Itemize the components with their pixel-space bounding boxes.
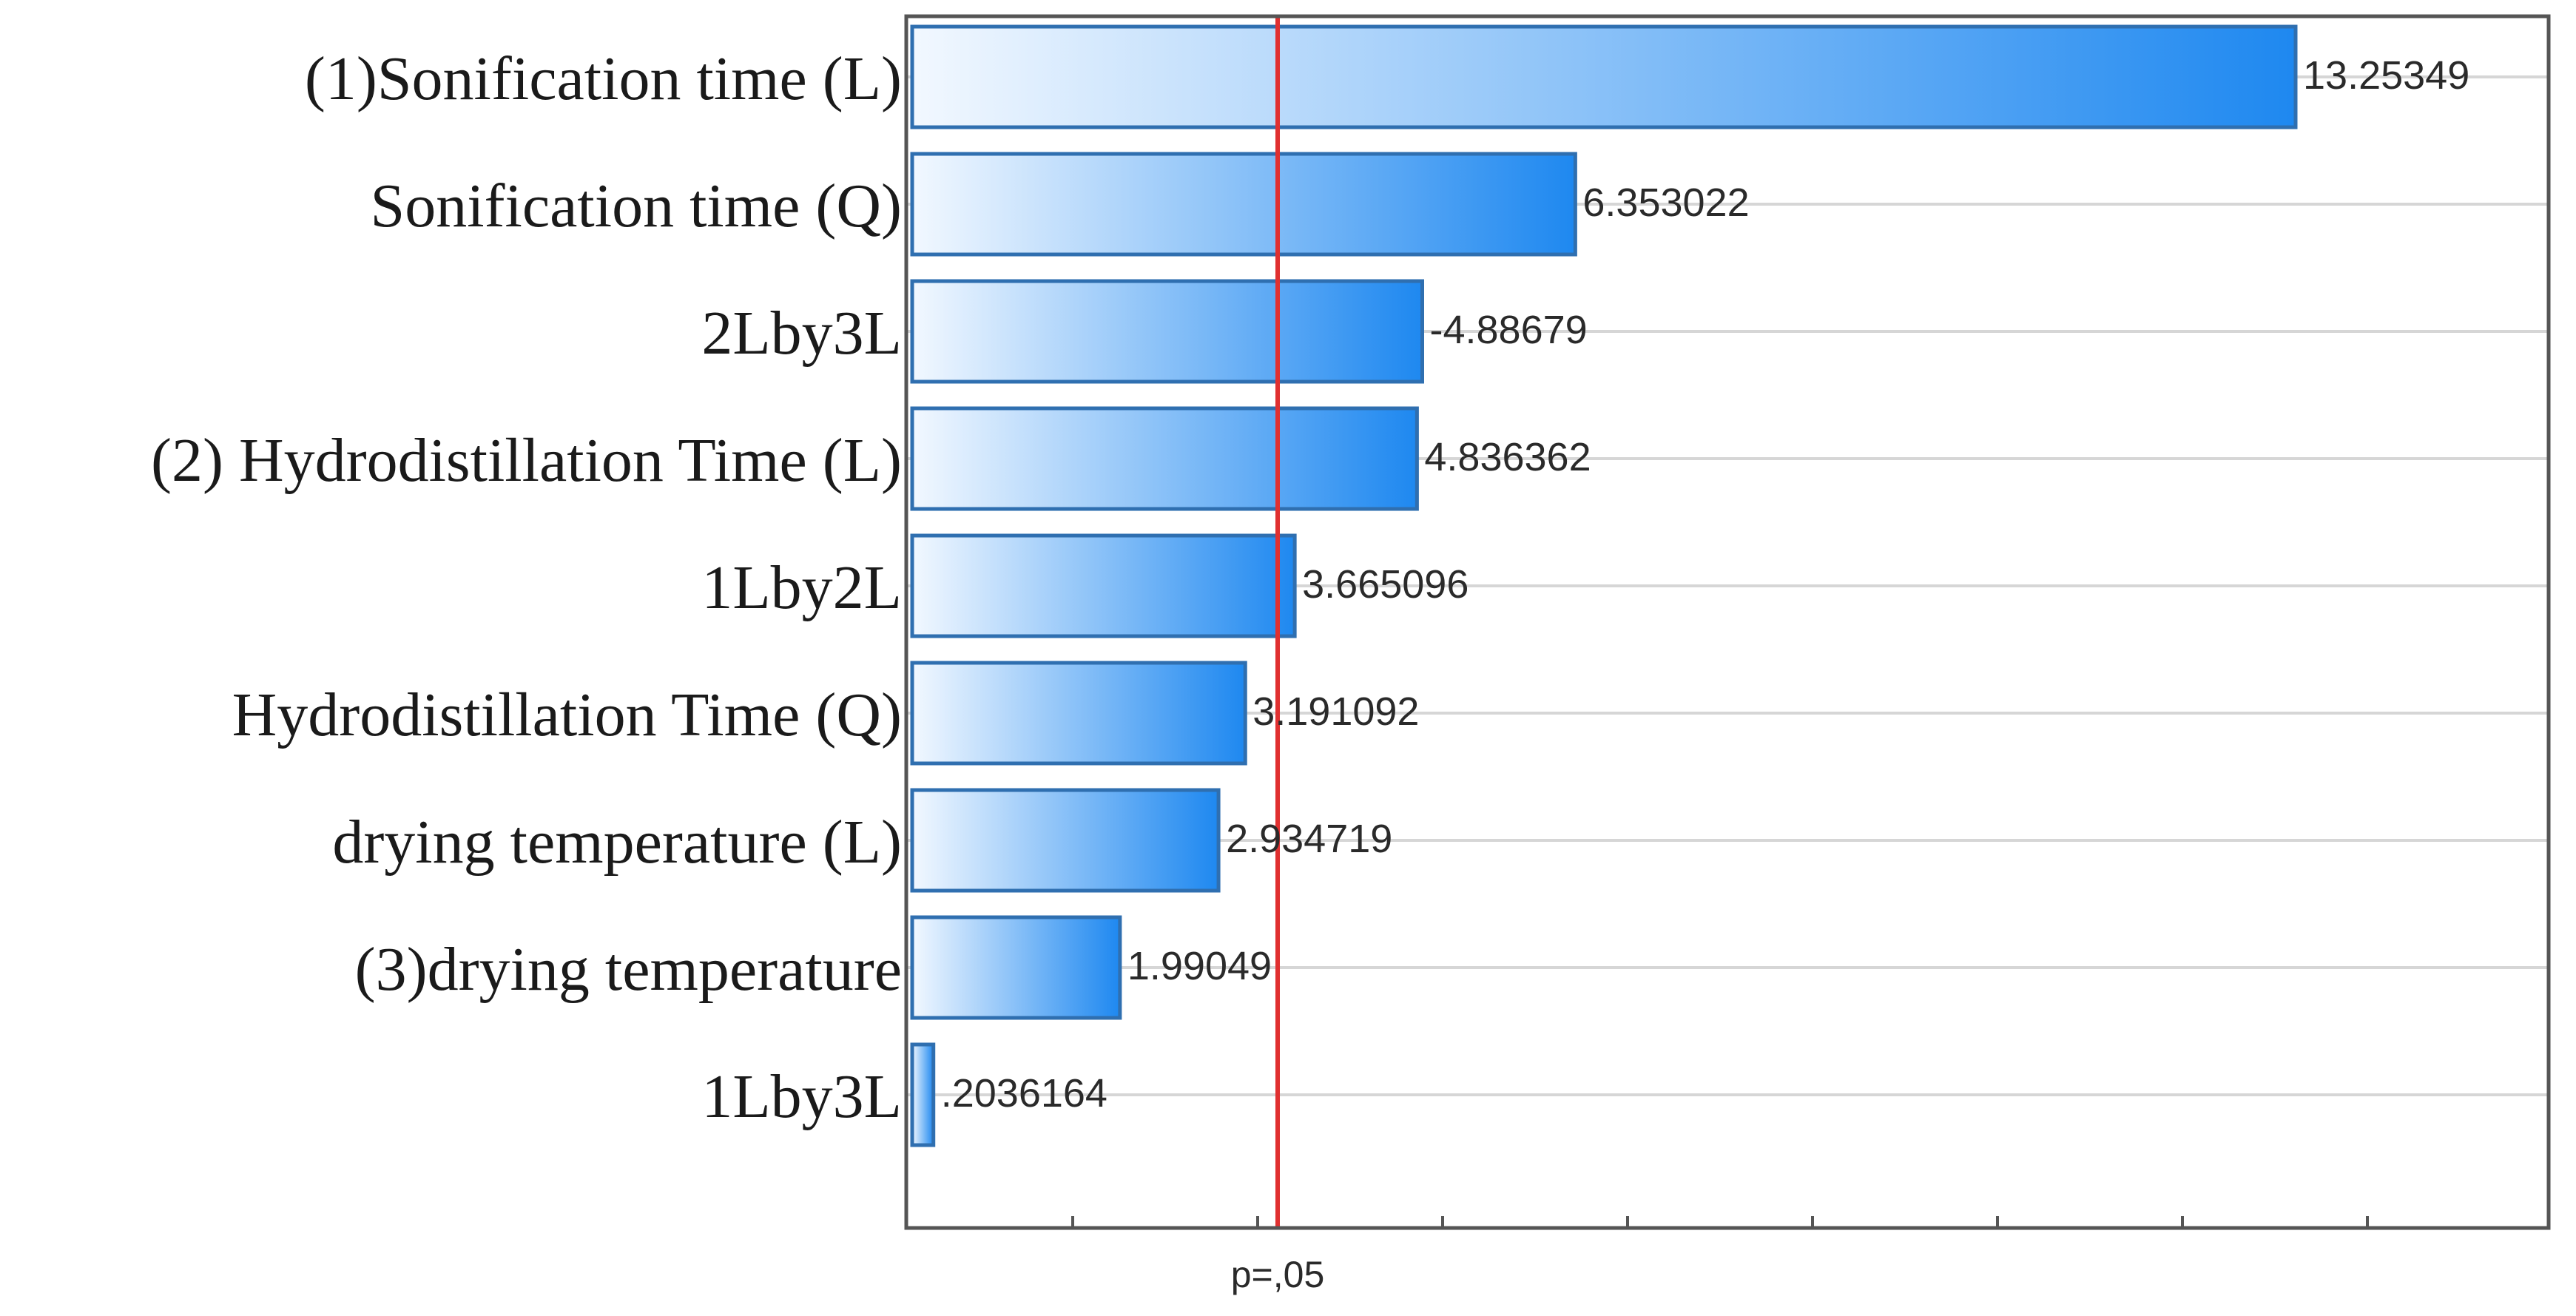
significance-label: p=,05 [1231, 1254, 1325, 1295]
bar [910, 661, 1247, 766]
bar [910, 152, 1577, 257]
labels: 13.25349 (1)Sonification time (L) 6.353022… [151, 44, 2469, 1295]
category-label: 1Lby2L [701, 553, 902, 622]
bar [910, 1042, 936, 1147]
bar [910, 788, 1221, 893]
value-label: 6.353022 [1582, 180, 1749, 225]
bar [910, 915, 1122, 1020]
value-label: 3.665096 [1302, 562, 1469, 607]
bar [910, 24, 2298, 129]
value-label: 4.836362 [1424, 435, 1591, 479]
value-label: .2036164 [941, 1071, 1107, 1116]
category-label: drying temperature (L) [332, 808, 902, 877]
value-label: -4.88679 [1430, 308, 1588, 352]
bar [910, 406, 1419, 511]
category-label: (2) Hydrodistillation Time (L) [151, 426, 902, 495]
value-label: 2.934719 [1226, 817, 1392, 861]
bar [910, 279, 1425, 384]
plot-border [904, 14, 2551, 1230]
category-label: (1)Sonification time (L) [305, 44, 902, 113]
category-label: Sonification time (Q) [370, 172, 902, 240]
category-label: (3)drying temperature [355, 935, 902, 1004]
category-label: 1Lby3L [701, 1062, 902, 1131]
value-label: 1.99049 [1127, 944, 1272, 988]
value-label: 13.25349 [2303, 53, 2469, 98]
value-label: 3.191092 [1252, 689, 1419, 734]
bar [910, 533, 1297, 638]
bars [910, 24, 2298, 1147]
category-label: Hydrodistillation Time (Q) [232, 681, 902, 749]
plot-frame [904, 14, 2551, 1230]
category-label: 2Lby3L [701, 299, 902, 368]
